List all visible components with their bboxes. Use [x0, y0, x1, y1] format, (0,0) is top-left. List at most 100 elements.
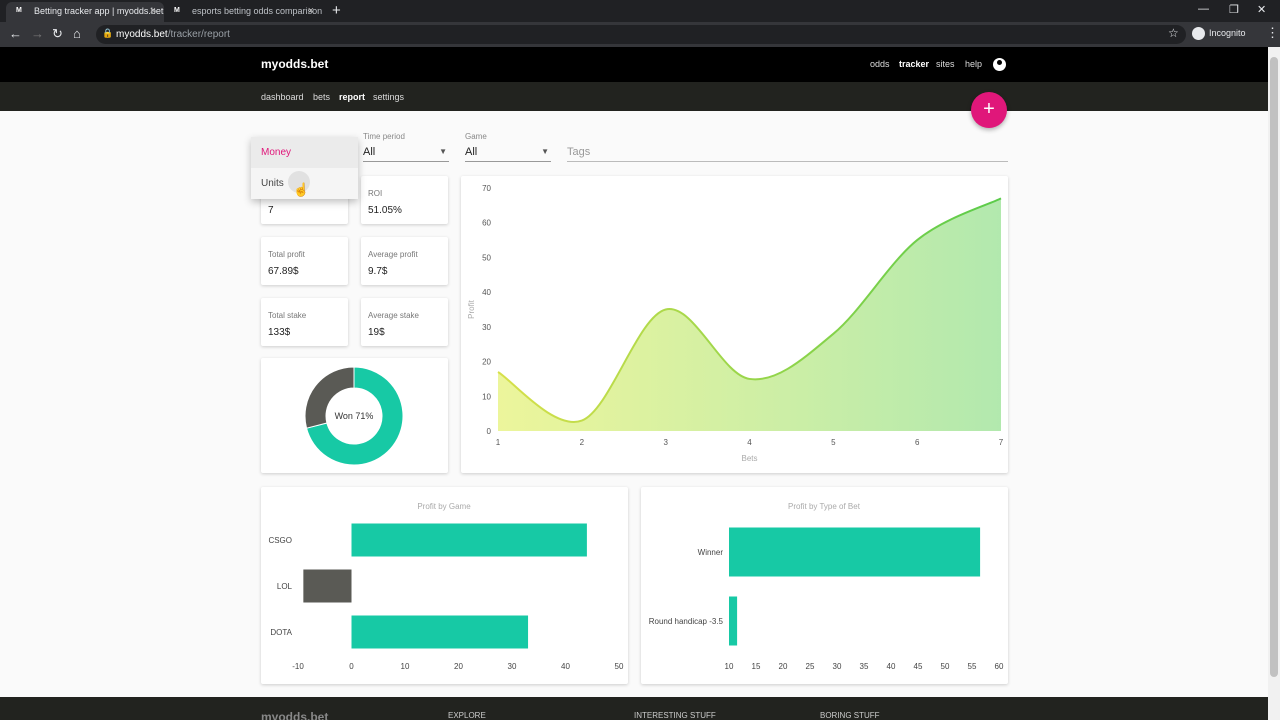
- total-profit-label: Total profit: [268, 250, 305, 259]
- category-label: DOTA: [270, 628, 292, 637]
- time-period-label: Time period: [363, 132, 405, 141]
- stake-option-units[interactable]: Units: [251, 168, 358, 199]
- y-tick-label: 50: [482, 253, 491, 262]
- subnav-bets[interactable]: bets: [313, 92, 331, 102]
- hand-cursor-icon: ☝: [293, 182, 310, 197]
- roi-label: ROI: [368, 189, 383, 198]
- y-tick-label: 40: [482, 288, 491, 297]
- time-period-select[interactable]: All ▼: [363, 144, 449, 162]
- nav-sites[interactable]: sites: [936, 59, 955, 69]
- site-logo[interactable]: myodds.bet: [261, 57, 329, 71]
- minimize-icon[interactable]: —: [1198, 3, 1209, 15]
- nav-help[interactable]: help: [965, 59, 983, 69]
- category-label: CSGO: [268, 536, 292, 545]
- average-profit-value: 9.7$: [368, 266, 388, 277]
- page-scrollbar[interactable]: [1268, 47, 1280, 720]
- won-lost-donut-chart: Won 71%: [304, 366, 404, 466]
- game-select[interactable]: All ▼: [465, 144, 551, 162]
- y-tick-label: 60: [482, 219, 491, 228]
- stat-card-average-profit: Average profit 9.7$: [361, 237, 448, 285]
- bookmark-star-icon[interactable]: ☆: [1168, 26, 1179, 40]
- profit-by-bet-type-chart: Profit by Type of Bet Winner Round handic…: [649, 502, 1004, 671]
- subnav-report[interactable]: report: [339, 92, 366, 102]
- bar-csgo: [351, 523, 587, 557]
- y-tick-label: 0: [487, 427, 492, 436]
- account-icon[interactable]: [993, 58, 1006, 71]
- game-label: Game: [465, 132, 487, 141]
- browser-tab-active[interactable]: M Betting tracker app | myodds.bet ×: [6, 2, 164, 22]
- back-icon[interactable]: ←: [9, 26, 22, 41]
- average-profit-label: Average profit: [368, 250, 418, 259]
- x-tick-label: 10: [725, 662, 734, 671]
- dropdown-caret-icon: ▼: [439, 147, 447, 156]
- x-tick-label: 10: [401, 662, 410, 671]
- x-tick-label: 6: [915, 438, 920, 447]
- x-tick-label: 55: [968, 662, 977, 671]
- y-tick-label: 20: [482, 358, 491, 367]
- close-tab-icon[interactable]: ×: [307, 5, 314, 17]
- average-stake-value: 19$: [368, 327, 385, 338]
- scrollbar-thumb[interactable]: [1270, 57, 1278, 677]
- chart-title: Profit by Type of Bet: [788, 502, 861, 511]
- y-tick-label: 10: [482, 392, 491, 401]
- x-tick-label: 60: [995, 662, 1004, 671]
- bar-lol: [303, 569, 352, 603]
- dropdown-caret-icon: ▼: [541, 147, 549, 156]
- donut-center-label: Won 71%: [335, 411, 374, 421]
- x-tick-label: 35: [860, 662, 869, 671]
- x-tick-label: 1: [496, 438, 501, 447]
- x-axis-label: Bets: [741, 454, 757, 463]
- home-icon[interactable]: ⌂: [73, 26, 81, 41]
- incognito-label: Incognito: [1209, 27, 1246, 38]
- x-tick-label: 50: [615, 662, 624, 671]
- x-tick-label: 40: [561, 662, 570, 671]
- footer-explore: EXPLORE: [448, 711, 486, 720]
- x-tick-label: 45: [914, 662, 923, 671]
- close-tab-icon[interactable]: ×: [149, 5, 156, 17]
- address-bar-row: ← → ↻ ⌂ 🔒 myodds.bet/tracker/report ☆ In…: [0, 22, 1280, 47]
- stat-card-total-stake: Total stake 133$: [261, 298, 348, 346]
- stake-type-dropdown: Money Units: [251, 137, 358, 199]
- stake-option-money[interactable]: Money: [251, 137, 358, 168]
- site-footer: myodds.bet EXPLORE INTERESTING STUFF BOR…: [0, 697, 1268, 720]
- subnav-dashboard[interactable]: dashboard: [261, 92, 304, 102]
- profit-over-bets-card: 0 10 20 30 40 50 60 70 1 2 3 4 5 6 7 Bets Profit: [461, 176, 1008, 473]
- add-bet-button[interactable]: +: [971, 92, 1007, 128]
- roi-value: 51.05%: [368, 205, 402, 216]
- profit-by-bet-type-card: Profit by Type of Bet Winner Round handic…: [641, 487, 1008, 684]
- bar-dota: [351, 615, 529, 649]
- x-tick-label: 3: [663, 438, 668, 447]
- x-tick-label: 40: [887, 662, 896, 671]
- profit-line: [497, 197, 1002, 423]
- footer-boring: BORING STUFF: [820, 711, 880, 720]
- tab-title: esports betting odds comparison: [192, 6, 322, 16]
- new-tab-icon[interactable]: +: [332, 2, 341, 19]
- stat-card-average-stake: Average stake 19$: [361, 298, 448, 346]
- incognito-icon: [1192, 27, 1205, 40]
- nav-odds[interactable]: odds: [870, 59, 890, 69]
- close-window-icon[interactable]: ✕: [1257, 4, 1267, 16]
- average-stake-label: Average stake: [368, 311, 419, 320]
- x-tick-label: 2: [580, 438, 585, 447]
- donut-slice-lost: [304, 366, 355, 429]
- url-host: myodds.bet: [116, 29, 168, 40]
- restore-icon[interactable]: ❐: [1229, 4, 1239, 16]
- y-axis-label: Profit: [467, 299, 476, 318]
- x-tick-label: 25: [806, 662, 815, 671]
- x-tick-label: 30: [833, 662, 842, 671]
- reload-icon[interactable]: ↻: [52, 26, 63, 41]
- browser-menu-icon[interactable]: ⋮: [1266, 25, 1279, 40]
- x-tick-label: 20: [779, 662, 788, 671]
- nav-tracker[interactable]: tracker: [899, 59, 930, 69]
- category-label: Winner: [698, 548, 724, 557]
- profit-area-chart: 0 10 20 30 40 50 60 70 1 2 3 4 5 6 7 Bets Profit: [467, 184, 1004, 463]
- donut-slice-won: [305, 366, 404, 466]
- site-header: myodds.bet odds tracker sites help: [0, 47, 1268, 82]
- address-bar[interactable]: 🔒 myodds.bet/tracker/report: [96, 25, 1186, 44]
- forward-icon[interactable]: →: [31, 26, 44, 41]
- incognito-profile[interactable]: Incognito: [1192, 27, 1246, 40]
- click-ripple: [288, 171, 310, 193]
- browser-tab-inactive[interactable]: M esports betting odds comparison ×: [164, 2, 322, 22]
- tags-input[interactable]: Tags: [567, 144, 1008, 162]
- subnav-settings[interactable]: settings: [373, 92, 405, 102]
